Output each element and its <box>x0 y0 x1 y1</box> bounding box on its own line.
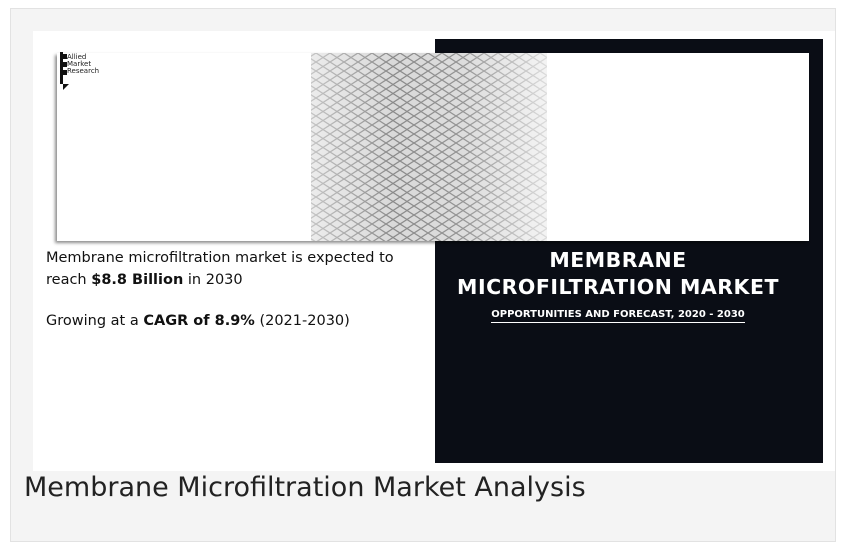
page: {"logo": {"lines": ["Allied", "Market", … <box>0 0 842 544</box>
logo-tail <box>63 84 69 90</box>
caption[interactable]: Membrane Microfiltration Market Analysis <box>24 472 586 503</box>
banner-title: MICROFILTRATION MARKET <box>424 275 812 299</box>
summary-line: Growing at a CAGR of 8.9% (2021-2030) <box>46 310 406 332</box>
banner-title: MEMBRANE <box>424 248 812 272</box>
text: (2021-2030) <box>255 313 350 329</box>
highlight: CAGR of 8.9% <box>143 313 255 329</box>
banner-subtitle-wrap: OPPORTUNITIES AND FORECAST, 2020 - 2030 <box>424 309 812 320</box>
highlight: $8.8 Billion <box>91 272 183 288</box>
banner-image <box>57 53 809 241</box>
text: Growing at a <box>46 313 143 329</box>
text: in 2030 <box>183 272 242 288</box>
mesh-image <box>57 53 809 241</box>
logo-bar <box>60 52 63 84</box>
summary-line: Membrane microfiltration market is expec… <box>46 247 406 291</box>
banner-subtitle: OPPORTUNITIES AND FORECAST, 2020 - 2030 <box>491 309 745 323</box>
logo-line: Research <box>67 68 99 75</box>
logo-text: Allied Market Research <box>67 54 99 75</box>
